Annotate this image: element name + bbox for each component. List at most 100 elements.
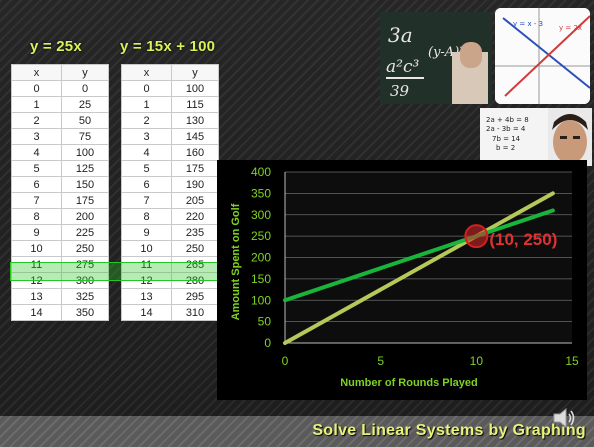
cell-x: 2	[11, 112, 62, 129]
cell-x: 8	[121, 208, 172, 225]
y-tick-label: 250	[251, 229, 271, 243]
cell-y: 150	[61, 176, 109, 193]
values-table-right: x y 0 100 1 115 2 130 3 145 4 160 5 175 6 190 7 205 8 220…	[121, 64, 219, 321]
y-tick-label: 100	[251, 293, 271, 307]
series-lines	[283, 191, 555, 345]
table-row: 1 115	[121, 96, 219, 113]
cell-x: 3	[121, 128, 172, 145]
table-row: 6 150	[11, 176, 109, 193]
cell-x: 13	[121, 288, 172, 305]
title-bar	[0, 416, 594, 447]
intersection-label: (10, 250)	[489, 230, 557, 249]
cell-x: 3	[11, 128, 62, 145]
cell-y: 205	[171, 192, 219, 209]
cell-x: 14	[121, 304, 172, 321]
values-table-left: x y 0 0 1 25 2 50 3 75 4 100 5 125 6 150 7 175 8 200 9 225 1…	[11, 64, 109, 321]
table-row: 11 275	[11, 256, 109, 273]
cell-x: 6	[11, 176, 62, 193]
x-tick-label: 5	[377, 354, 384, 368]
cell-x: 7	[11, 192, 62, 209]
cell-y: 295	[171, 288, 219, 305]
cell-y: 235	[171, 224, 219, 241]
cell-x: 5	[121, 160, 172, 177]
cell-x: 6	[121, 176, 172, 193]
cell-y: 25	[61, 96, 109, 113]
table-row: 4 160	[121, 144, 219, 161]
cell-y: 175	[171, 160, 219, 177]
paper-text: 7b = 14	[492, 135, 521, 143]
y-axis-label: Amount Spent on Golf	[230, 203, 242, 320]
y-tick-label: 50	[258, 315, 272, 329]
highlight-row-10	[10, 262, 224, 281]
chalk-text: a²c³	[386, 57, 419, 77]
cell-x: 14	[11, 304, 62, 321]
cell-x: 7	[121, 192, 172, 209]
cell-y: 190	[171, 176, 219, 193]
cell-y: 100	[61, 144, 109, 161]
cell-y: 75	[61, 128, 109, 145]
cell-y: 200	[61, 208, 109, 225]
table-row: 0 100	[121, 80, 219, 97]
cell-y: 50	[61, 112, 109, 129]
table-row: 2 50	[11, 112, 109, 129]
table-row: 7 175	[11, 192, 109, 209]
student-photo: 2a + 4b = 8 2a - 3b = 4 7b = 14 b = 2	[480, 108, 592, 166]
slide-title: Solve Linear Systems by Graphing	[312, 422, 586, 439]
chart: 0 50 100 150 200 250 300 350 400 0 5 10 15 (10, 250)…	[230, 165, 579, 389]
series-line-1	[283, 191, 555, 345]
cell-x: 10	[121, 240, 172, 257]
cell-y: 250	[171, 240, 219, 257]
cell-y: 115	[171, 96, 219, 113]
cell-y: 310	[171, 304, 219, 321]
table-header-x: x	[11, 64, 62, 81]
table-row: 2 130	[121, 112, 219, 129]
cell-x: 4	[121, 144, 172, 161]
table-row: 6 190	[121, 176, 219, 193]
table-row: 5 175	[121, 160, 219, 177]
table-row: 13 325	[11, 288, 109, 305]
y-tick-label: 400	[251, 165, 271, 179]
cell-x: 4	[11, 144, 62, 161]
chalk-text: 3a	[388, 23, 413, 47]
table-row: 7 205	[121, 192, 219, 209]
cell-x: 0	[121, 80, 172, 97]
paper-text: 2a + 4b = 8	[486, 116, 529, 124]
table-row: 5 125	[11, 160, 109, 177]
table-row: 13 295	[121, 288, 219, 305]
cell-y: 125	[61, 160, 109, 177]
table-row: 14 350	[11, 304, 109, 321]
cell-x: 1	[121, 96, 172, 113]
cell-x: 2	[121, 112, 172, 129]
cell-x: 9	[11, 224, 62, 241]
axes	[284, 172, 572, 344]
cell-x: 10	[11, 240, 62, 257]
x-tick-label: 0	[282, 354, 289, 368]
table-row: 3 75	[11, 128, 109, 145]
equation-right: y = 15x + 100	[120, 38, 216, 55]
tick-labels: 0 50 100 150 200 250 300 350 400 0 5 10 15	[251, 165, 579, 368]
speaker-icon[interactable]	[552, 406, 578, 430]
annotation: (10, 250)	[464, 224, 557, 249]
paper-text: 2a - 3b = 4	[486, 125, 526, 133]
table-row: 10 250	[11, 240, 109, 257]
table-header-y: y	[61, 64, 109, 81]
cell-y: 160	[171, 144, 219, 161]
paper-text: b = 2	[496, 144, 515, 152]
table-header-y: y	[171, 64, 219, 81]
cell-x: 8	[11, 208, 62, 225]
cell-x: 13	[11, 288, 62, 305]
table-row: 10 250	[121, 240, 219, 257]
graph-photo: y = x - 3 y = 2x	[495, 8, 590, 104]
cell-y: 0	[61, 80, 109, 97]
y-tick-label: 200	[251, 251, 271, 265]
cell-x: 9	[121, 224, 172, 241]
x-axis-label: Number of Rounds Played	[340, 377, 478, 389]
table-row: 9 225	[11, 224, 109, 241]
table-row: 14 310	[121, 304, 219, 321]
graph-photo-label: y = 2x	[559, 24, 582, 32]
cell-y: 130	[171, 112, 219, 129]
table-row: 8 200	[11, 208, 109, 225]
cell-y: 225	[61, 224, 109, 241]
